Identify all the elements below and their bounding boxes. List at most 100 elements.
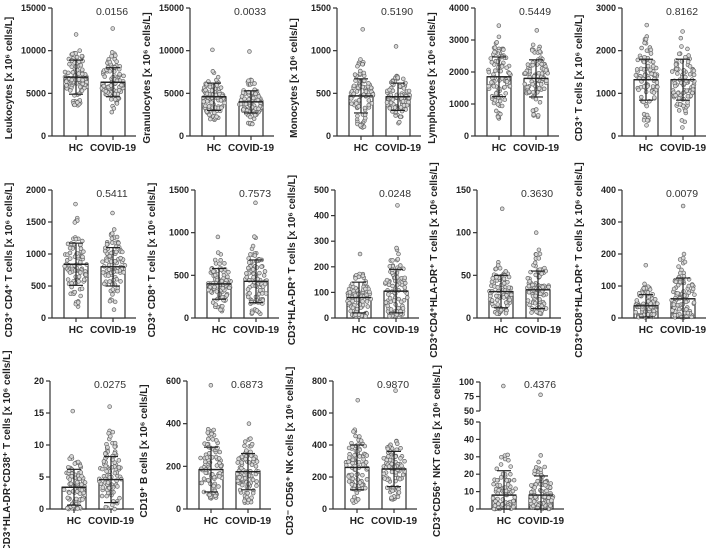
y-tick-label: 10000 xyxy=(21,46,46,56)
data-point xyxy=(80,67,85,72)
data-point xyxy=(498,462,504,467)
y-tick-label: 0 xyxy=(184,313,189,323)
data-point xyxy=(490,276,495,281)
data-point xyxy=(355,397,360,403)
data-point xyxy=(504,478,509,483)
data-point xyxy=(353,433,358,439)
data-point xyxy=(363,115,368,121)
data-point xyxy=(406,99,411,105)
data-point xyxy=(548,481,553,486)
data-point xyxy=(691,300,697,305)
data-point xyxy=(246,421,252,426)
data-point xyxy=(678,35,684,41)
x-tick-label-hc: HC xyxy=(212,325,226,336)
data-point xyxy=(681,251,687,257)
y-tick-label: 800 xyxy=(312,376,327,386)
data-point xyxy=(69,281,74,286)
p-value-label: 0.0079 xyxy=(666,188,698,200)
data-point xyxy=(68,88,73,93)
data-point xyxy=(100,259,105,264)
y-axis-label: CD3⁺CD56⁺ NKT cells [x 10⁶ cells/L] xyxy=(432,365,443,537)
data-point xyxy=(387,264,393,269)
y-tick-label: 10 xyxy=(34,440,44,450)
data-point xyxy=(363,314,368,319)
data-point xyxy=(112,506,117,512)
data-point xyxy=(671,302,677,307)
data-point xyxy=(208,116,213,122)
x-tick-label-hc: HC xyxy=(492,143,506,154)
p-value-label: 0.5190 xyxy=(381,6,413,18)
data-point xyxy=(110,292,115,297)
data-point xyxy=(548,503,553,509)
y-axis-label: CD3⁺CD4⁺HLA-DR⁺ T cells [x 10⁶ cells/L] xyxy=(429,162,440,358)
data-point xyxy=(67,270,73,275)
data-point xyxy=(103,89,109,94)
x-tick-label-hc: HC xyxy=(350,516,364,527)
y-tick-label: 4000 xyxy=(449,3,469,13)
data-point xyxy=(111,106,117,111)
data-point xyxy=(259,264,264,269)
data-point xyxy=(242,443,247,449)
data-point xyxy=(214,438,219,443)
data-point xyxy=(79,53,85,59)
data-point xyxy=(213,302,218,307)
data-point xyxy=(641,286,647,291)
data-point xyxy=(114,101,120,106)
chart-panel: 0 500 1000 1500 2000 CD3⁺ CD4⁺ T cells [x 10⁶… xyxy=(4,183,136,338)
y-tick-label: 500 xyxy=(174,270,189,280)
data-point xyxy=(209,431,214,437)
data-point xyxy=(250,490,256,496)
data-point xyxy=(639,94,644,100)
y-tick-label: 300 xyxy=(314,236,329,246)
y-tick-label: 15000 xyxy=(159,3,184,13)
data-point xyxy=(676,306,682,312)
data-point xyxy=(205,99,210,104)
data-point xyxy=(395,203,400,208)
data-point xyxy=(349,101,354,106)
y-tick-label: 100 xyxy=(456,228,471,238)
data-point xyxy=(218,98,224,103)
data-point xyxy=(351,494,357,500)
data-point xyxy=(83,272,88,277)
data-point xyxy=(671,286,677,292)
data-point xyxy=(351,429,356,434)
data-point xyxy=(237,475,242,480)
data-point xyxy=(522,81,528,87)
data-point xyxy=(250,477,256,483)
data-point xyxy=(253,463,259,469)
data-point xyxy=(210,69,216,74)
data-point xyxy=(527,498,533,504)
data-point xyxy=(642,40,647,46)
data-point xyxy=(396,251,401,257)
y-tick-label: 2000 xyxy=(449,67,469,77)
data-point xyxy=(690,90,695,96)
data-point xyxy=(101,459,107,464)
data-point xyxy=(492,503,498,508)
data-point xyxy=(113,97,118,102)
y-tick-label: 0 xyxy=(179,131,184,141)
chart-panel: 0 5000 10000 15000 Granulocytes [x 10⁶ cells… xyxy=(142,3,274,154)
data-point xyxy=(101,83,107,89)
data-point xyxy=(217,460,222,466)
data-point xyxy=(109,236,115,241)
data-point xyxy=(250,310,255,315)
data-point xyxy=(683,74,688,80)
data-point xyxy=(355,113,360,119)
data-point xyxy=(676,264,681,269)
y-axis-label: Lymphocytes [x 10⁶ cells/L] xyxy=(427,12,438,144)
data-point xyxy=(206,104,212,109)
data-point xyxy=(116,458,122,463)
data-point xyxy=(383,300,389,305)
data-point xyxy=(117,71,122,77)
data-point xyxy=(388,100,394,106)
y-tick-label: 0 xyxy=(464,131,469,141)
y-tick-label: 20 xyxy=(34,376,44,386)
data-point xyxy=(393,278,398,284)
data-point xyxy=(75,459,81,465)
data-point xyxy=(675,71,680,76)
data-point xyxy=(100,485,106,490)
data-point xyxy=(206,436,211,442)
data-point xyxy=(104,242,110,247)
data-point xyxy=(207,84,213,90)
data-point xyxy=(80,497,85,502)
